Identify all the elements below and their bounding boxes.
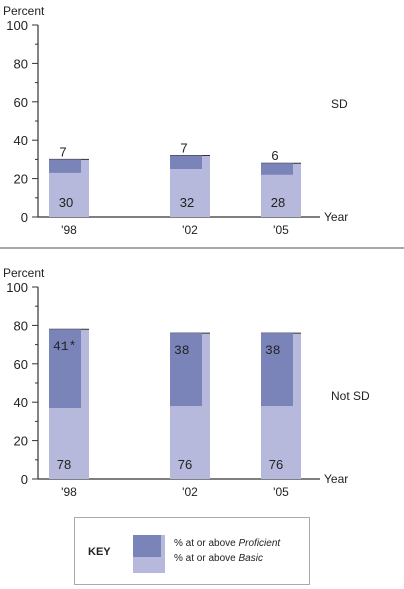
p2-y-axis-label: Percent [3,266,45,280]
p2-proficient-label-0: 41* [53,339,76,354]
p2-bar-proficient-0 [49,329,81,408]
legend-entry-proficient: % at or above Proficient [174,538,280,549]
legend-entry-basic-term: Basic [238,553,263,564]
p2-basic-label-0: 78 [57,457,71,472]
legend-entry-basic: % at or above Basic [174,553,263,564]
p2-proficient-label-2: 38 [265,343,281,358]
p1-y-axis-label: Percent [3,4,45,18]
legend-entry-proficient-prefix: % at or above [174,538,239,549]
legend-entry-basic-prefix: % at or above [174,553,239,564]
p2-x-tick-label: '98 [61,485,77,499]
p1-bar-proficient-1 [170,155,202,169]
p1-x-tick-label: '98 [61,223,77,237]
p1-basic-label-1: 32 [180,195,194,210]
p1-x-tick-label: '02 [182,223,198,237]
p1-y-tick-label: 100 [6,18,28,33]
p2-basic-label-2: 76 [269,457,283,472]
p2-y-tick-label: 60 [14,357,28,372]
p2-x-tick-label: '05 [273,485,289,499]
p1-panel-label: SD [331,97,348,111]
legend-entry-proficient-term: Proficient [238,538,281,549]
p1-proficient-label-2: 6 [271,148,278,163]
p1-proficient-label-0: 7 [59,144,66,159]
p2-basic-label-1: 76 [178,457,192,472]
legend-title: KEY [88,546,111,558]
legend-swatch-proficient [133,535,161,557]
p2-x-tick-label: '02 [182,485,198,499]
p2-panel-label: Not SD [331,389,370,403]
p2-x-axis-label: Year [324,472,348,486]
p1-y-tick-label: 0 [21,210,28,225]
p1-x-axis-label: Year [324,210,348,224]
p1-bar-proficient-2 [261,163,293,175]
p1-proficient-label-1: 7 [180,141,187,156]
p1-basic-label-0: 30 [59,195,73,210]
p2-y-tick-label: 0 [21,472,28,487]
p1-y-tick-label: 40 [14,133,28,148]
p1-basic-label-2: 28 [271,195,285,210]
p2-y-tick-label: 40 [14,395,28,410]
p2-bar-proficient-1 [170,333,202,407]
p2-y-tick-label: 20 [14,434,28,449]
p2-y-tick-label: 100 [6,280,28,295]
p1-y-tick-label: 60 [14,95,28,110]
p1-y-tick-label: 20 [14,172,28,187]
p2-bar-proficient-2 [261,333,293,407]
p1-bar-proficient-0 [49,159,81,173]
p2-proficient-label-1: 38 [174,343,190,358]
p1-y-tick-label: 80 [14,56,28,71]
legend-key: KEY % at or above Proficient % at or abo… [74,517,310,585]
p1-x-tick-label: '05 [273,223,289,237]
p2-y-tick-label: 80 [14,318,28,333]
